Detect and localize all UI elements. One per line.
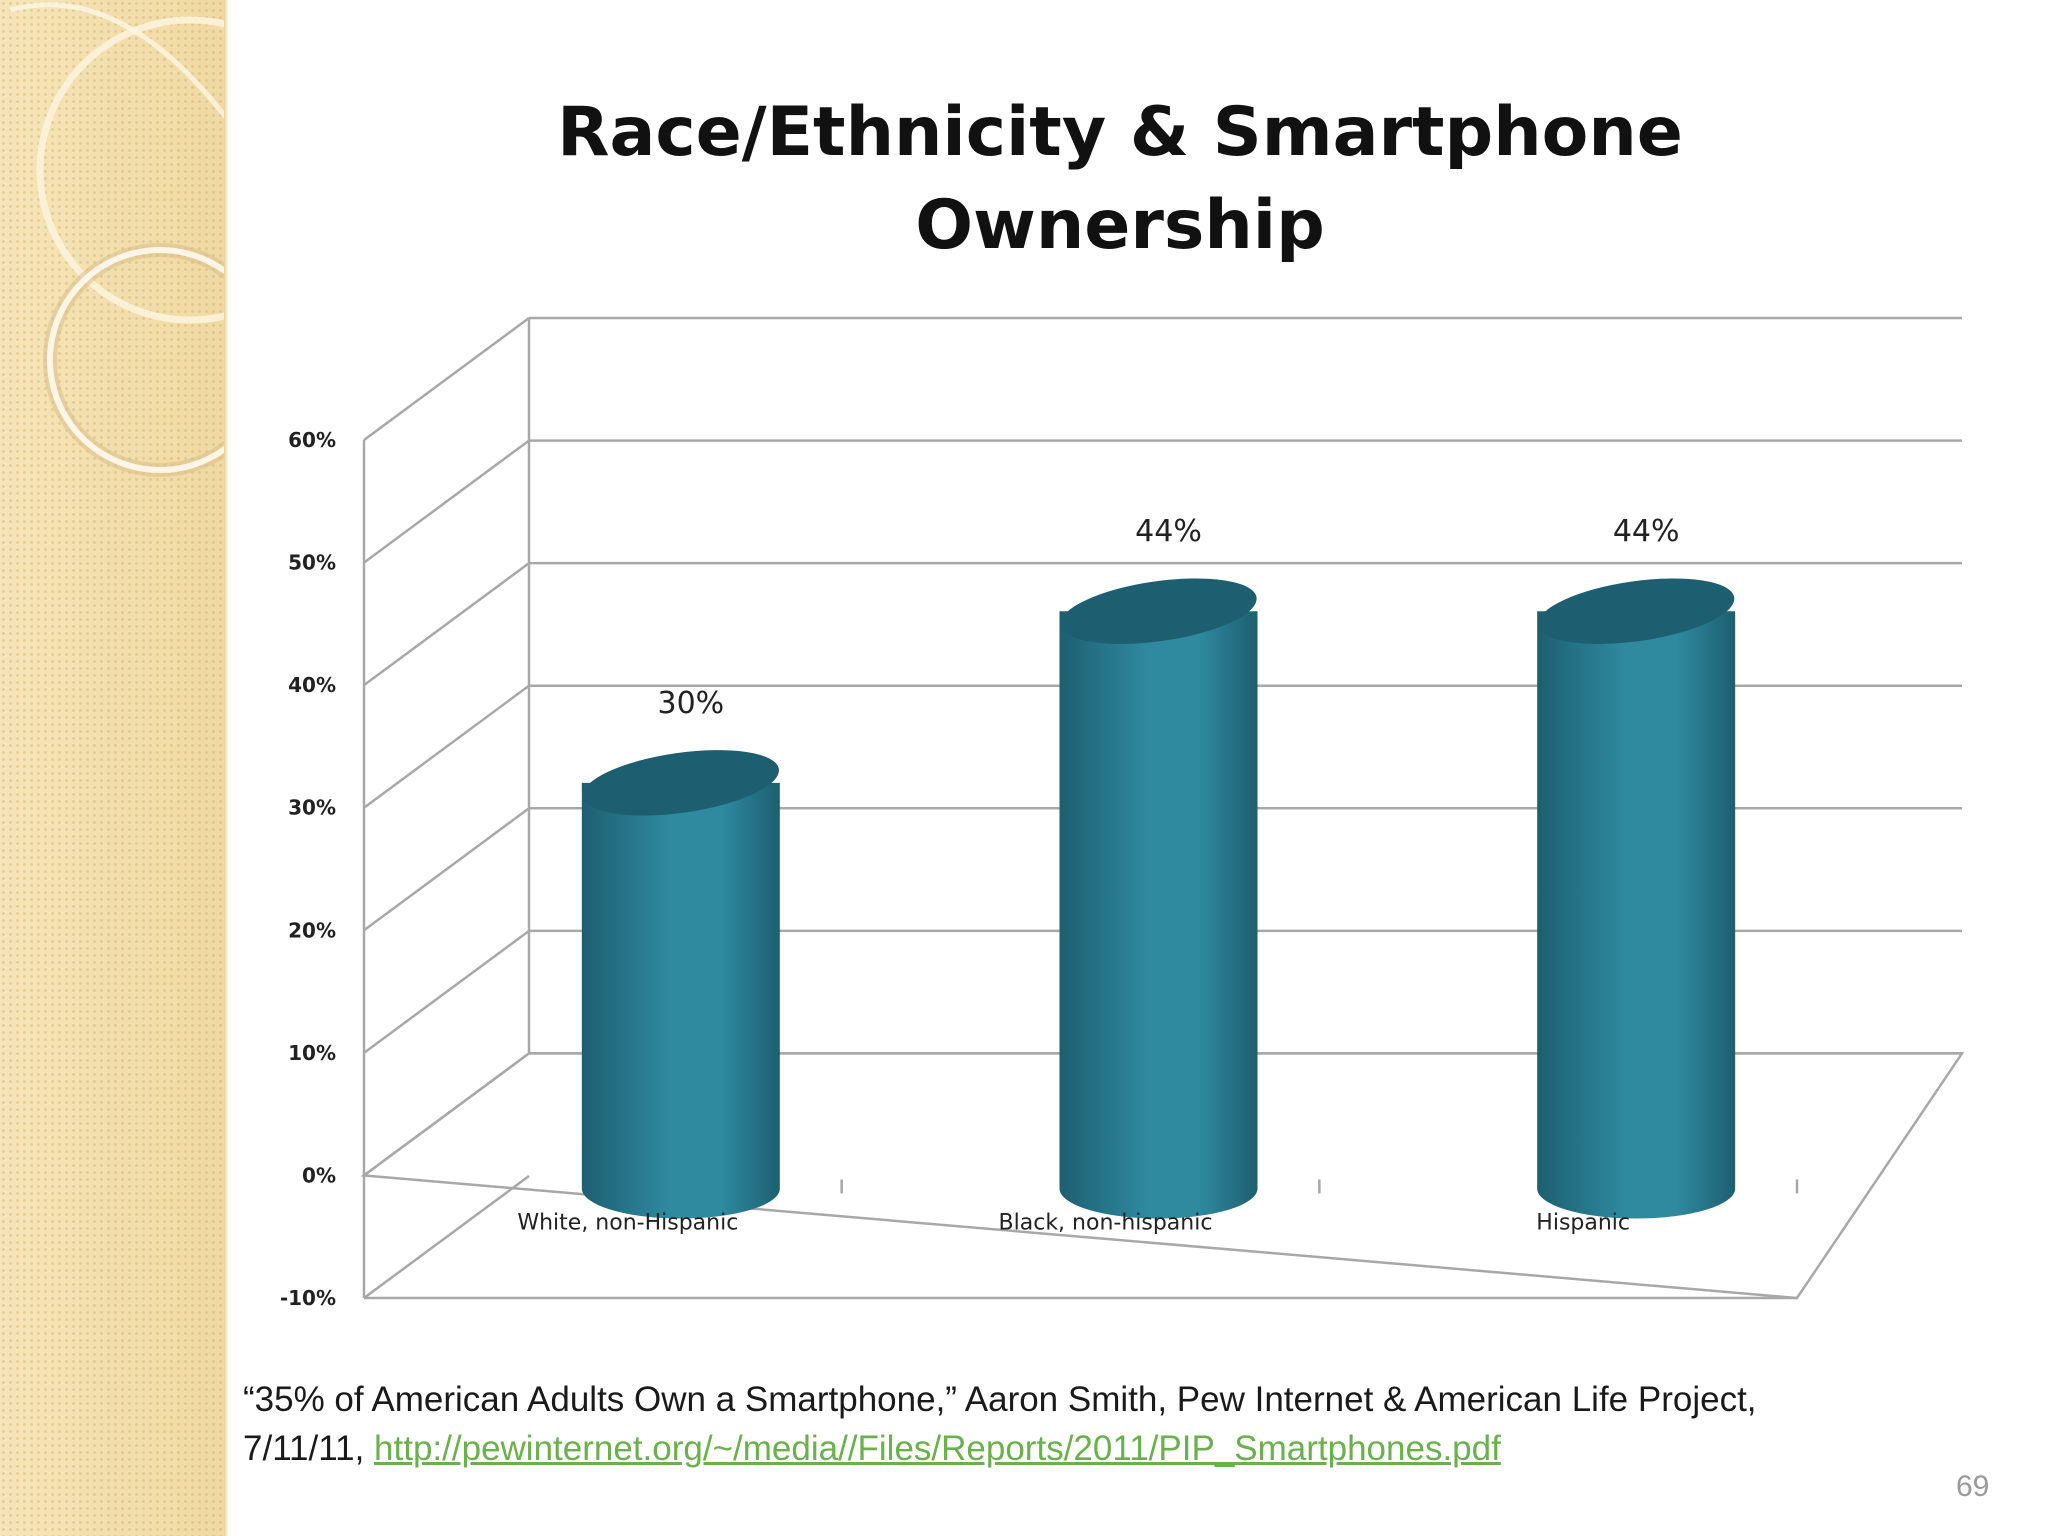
y-tick-label: 60%: [288, 428, 336, 452]
chart-title: Race/Ethnicity & Smartphone Ownership: [557, 93, 1683, 265]
chart-floor: [360, 1052, 1965, 1300]
x-category-label: Black, non-hispanic: [999, 1210, 1213, 1235]
side-panel-edge: [224, 0, 228, 1536]
bar-body: [1059, 611, 1258, 1219]
decorative-side-panel: [0, 0, 228, 1536]
bar-body: [581, 782, 780, 1219]
bar: [581, 750, 780, 1219]
bar-top-cap: [582, 750, 779, 816]
bar-value-label: 44%: [1135, 514, 1202, 549]
decorative-rings: [9, 2, 228, 477]
gridline-diagonal: [363, 1174, 530, 1300]
y-tick-label: 20%: [288, 918, 336, 942]
x-category-label: Hispanic: [1536, 1210, 1630, 1235]
source-citation: “35% of American Adults Own a Smartphone…: [243, 1375, 1843, 1473]
source-link[interactable]: http://pewinternet.org/~/media//Files/Re…: [374, 1429, 1501, 1468]
bar-value-labels: 30% 44% 44%: [657, 514, 1679, 721]
y-tick-label: -10%: [280, 1286, 336, 1310]
y-tick-label: 50%: [288, 551, 336, 575]
page-number: 69: [1956, 1470, 1990, 1503]
y-axis-tick-labels: -10% 0% 10% 20% 30% 40% 50% 60%: [280, 428, 336, 1310]
gridline-diagonal: [363, 684, 530, 809]
source-quote: “35% of American Adults Own a Smartphone…: [243, 1380, 1757, 1468]
chart-title-line-1: Race/Ethnicity & Smartphone: [557, 93, 1683, 172]
bar: [1059, 578, 1258, 1219]
bar-top-cap: [1538, 578, 1735, 644]
y-tick-label: 0%: [302, 1163, 336, 1187]
bar-body: [1537, 611, 1736, 1219]
gridline-diagonal: [363, 439, 530, 564]
bar: [1537, 578, 1736, 1219]
gridline-diagonal: [363, 562, 530, 687]
y-tick-label: 40%: [288, 673, 336, 697]
y-tick-label: 10%: [288, 1041, 336, 1065]
gridline-diagonal: [363, 316, 530, 442]
gridline-diagonal: [363, 929, 530, 1054]
chart-title-line-2: Ownership: [915, 186, 1325, 265]
bar-top-cap: [1060, 578, 1257, 644]
bar-value-label: 44%: [1613, 514, 1680, 549]
chart-bars: [581, 578, 1736, 1219]
gridline-diagonal: [363, 807, 530, 932]
x-axis-category-labels: White, non-Hispanic Black, non-hispanic Hi…: [517, 1210, 1630, 1235]
x-category-label: White, non-Hispanic: [517, 1210, 738, 1235]
bar-value-label: 30%: [657, 686, 724, 721]
y-tick-label: 30%: [288, 796, 336, 820]
